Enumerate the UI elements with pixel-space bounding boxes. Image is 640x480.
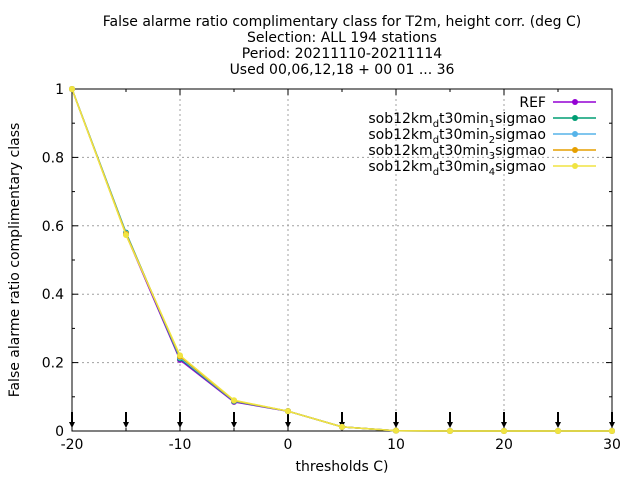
- legend-marker: [572, 115, 578, 121]
- threshold-arrow: [123, 412, 129, 428]
- legend-label: sob12kmdt30min4sigmao: [368, 159, 546, 178]
- x-axis-label: thresholds C): [296, 459, 389, 475]
- threshold-arrow: [609, 412, 615, 428]
- y-tick-label: 0: [55, 424, 64, 440]
- legend-marker: [572, 147, 578, 153]
- y-axis-label: False alarme ratio complimentary class: [7, 123, 23, 398]
- grid: [72, 89, 612, 431]
- title-line: Used 00,06,12,18 + 00 01 ... 36: [230, 62, 455, 78]
- y-tick-label: 0.6: [42, 219, 64, 235]
- data-point: [609, 428, 615, 434]
- legend-marker: [572, 163, 578, 169]
- threshold-arrow: [393, 412, 399, 428]
- threshold-arrow: [447, 412, 453, 428]
- legend: REFsob12kmdt30min1sigmaosob12kmdt30min2s…: [368, 95, 596, 178]
- x-tick-label: -20: [61, 437, 84, 453]
- legend-entry: sob12kmdt30min2sigmao: [368, 127, 596, 146]
- x-tick-label: 30: [603, 437, 621, 453]
- threshold-arrow: [231, 412, 237, 428]
- legend-label: REF: [519, 95, 546, 111]
- series: [69, 86, 615, 434]
- threshold-arrows: [69, 412, 615, 428]
- x-tick-label: 20: [495, 437, 513, 453]
- threshold-arrow: [177, 412, 183, 428]
- title-line: Period: 20211110-20211114: [242, 46, 442, 62]
- y-tick-label: 0.2: [42, 356, 64, 372]
- x-tick-label: -10: [169, 437, 192, 453]
- legend-label: sob12kmdt30min3sigmao: [368, 143, 546, 162]
- data-point: [285, 408, 291, 415]
- legend-marker: [572, 99, 578, 105]
- title-line: False alarme ratio complimentary class f…: [103, 14, 582, 30]
- data-point: [501, 428, 507, 434]
- y-axis: 0 0.2 0.4 0.6 0.8 1: [42, 82, 612, 440]
- data-point: [447, 428, 453, 434]
- y-tick-label: 0.8: [42, 150, 64, 166]
- title-line: Selection: ALL 194 stations: [247, 30, 437, 46]
- threshold-arrow: [555, 412, 561, 428]
- legend-entry: sob12kmdt30min1sigmao: [368, 111, 596, 130]
- legend-entry: sob12kmdt30min3sigmao: [368, 143, 596, 162]
- legend-entry: sob12kmdt30min4sigmao: [368, 159, 596, 178]
- x-tick-label: 0: [284, 437, 293, 453]
- y-tick-label: 1: [55, 82, 64, 98]
- y-tick-label: 0.4: [42, 287, 64, 303]
- data-point: [339, 423, 345, 430]
- threshold-arrow: [285, 412, 291, 428]
- series-4: [69, 86, 615, 434]
- data-point: [393, 427, 399, 434]
- legend-label: sob12kmdt30min2sigmao: [368, 127, 546, 146]
- legend-entry: REF: [519, 95, 596, 111]
- x-tick-label: 10: [387, 437, 405, 453]
- data-point: [555, 428, 561, 434]
- threshold-arrow: [501, 412, 507, 428]
- legend-marker: [572, 131, 578, 137]
- chart-title: False alarme ratio complimentary class f…: [103, 14, 582, 78]
- legend-label: sob12kmdt30min1sigmao: [368, 111, 546, 130]
- data-point: [177, 352, 183, 359]
- data-point: [123, 232, 129, 239]
- threshold-arrow: [69, 412, 75, 428]
- data-point: [69, 86, 75, 92]
- data-point: [231, 397, 237, 404]
